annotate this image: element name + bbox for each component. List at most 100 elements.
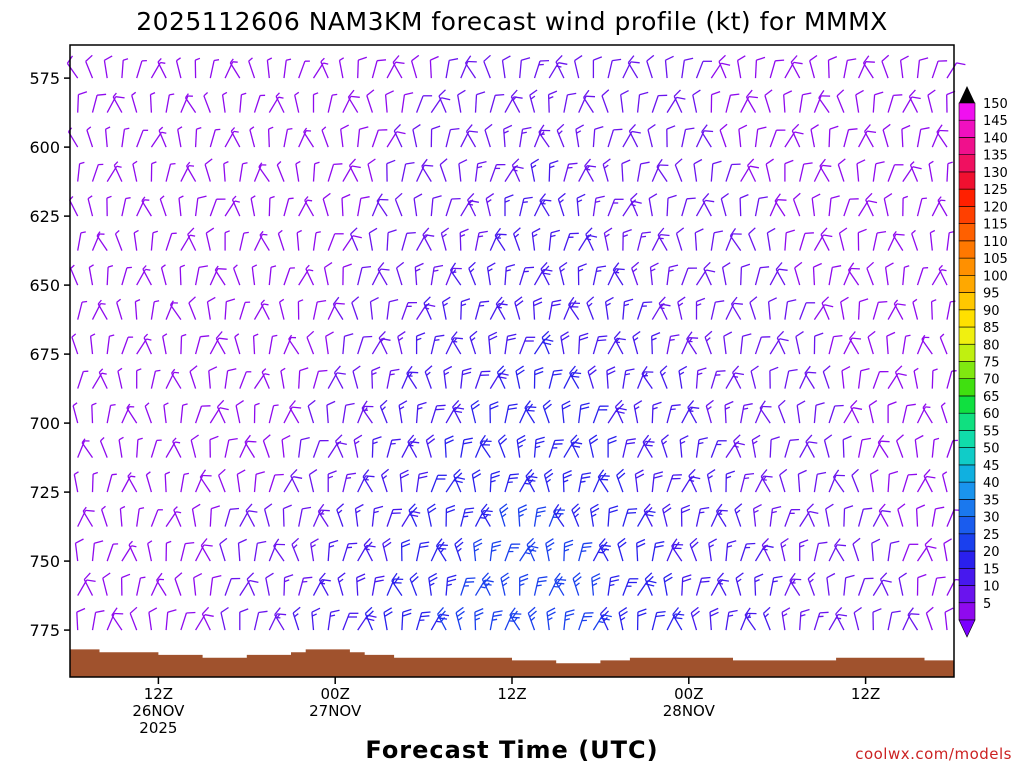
barb-feather (365, 475, 375, 478)
barb-feather (452, 399, 460, 408)
wind-barb (277, 229, 285, 251)
barb-staff (485, 198, 491, 217)
barb-staff (659, 371, 668, 389)
wind-barb (191, 503, 201, 527)
wind-barb (489, 540, 502, 562)
barb-feather (547, 611, 556, 617)
terrain-area (70, 649, 954, 677)
wind-barb (754, 266, 770, 286)
barb-feather (727, 540, 737, 544)
barb-half-feather (258, 162, 263, 168)
wind-barb (663, 572, 673, 596)
barb-feather (384, 611, 393, 617)
barb-half-feather (233, 130, 239, 133)
wind-barb (674, 158, 683, 182)
barb-feather (691, 541, 699, 549)
barb-half-feather (320, 510, 325, 516)
wind-barb (283, 197, 294, 217)
barb-staff (136, 439, 139, 458)
wind-barb (601, 89, 610, 113)
barb-feather (499, 503, 508, 510)
wind-barb (868, 400, 878, 424)
wind-barb (576, 193, 586, 217)
wind-barb (312, 161, 320, 182)
barb-feather (449, 262, 457, 271)
barb-feather (348, 542, 358, 545)
wind-barb (751, 434, 761, 458)
wind-barb (780, 537, 789, 562)
barb-feather (730, 296, 738, 305)
wind-barb (853, 606, 862, 631)
wind-barb (224, 437, 238, 458)
wind-barb (899, 55, 909, 79)
barb-feather (455, 606, 464, 614)
barb-half-feather (279, 298, 285, 303)
barb-feather (204, 614, 214, 617)
barb-staff (902, 166, 914, 182)
barb-feather (760, 266, 770, 269)
barb-half-feather (329, 544, 335, 548)
barb-half-feather (440, 616, 446, 622)
barb-staff (369, 301, 374, 320)
barb-feather (344, 333, 354, 337)
barb-feather (453, 479, 463, 484)
barb-feather (375, 575, 385, 579)
wind-barb (636, 161, 650, 182)
wind-barb (450, 331, 462, 355)
barb-staff (191, 508, 197, 527)
barb-feather (519, 573, 529, 579)
barb-half-feather (603, 164, 609, 169)
barb-feather (820, 227, 828, 236)
wind-barb (91, 610, 105, 631)
barb-feather (518, 504, 527, 510)
barb-feather (367, 158, 376, 165)
barb-feather (778, 399, 786, 407)
barb-staff (686, 338, 698, 355)
barb-feather (336, 372, 346, 375)
barb-staff (563, 302, 572, 320)
barb-feather (447, 574, 457, 579)
barb-staff (165, 94, 170, 113)
barb-feather (779, 468, 788, 476)
wind-barb (460, 130, 478, 148)
barb-feather (427, 438, 436, 445)
wind-barb (283, 406, 302, 424)
wind-barb (409, 572, 419, 596)
wind-barb (214, 265, 226, 286)
wind-barb (401, 161, 415, 182)
barb-feather (238, 538, 247, 544)
barb-feather (76, 607, 86, 613)
wind-barb (618, 607, 628, 631)
barb-feather (874, 91, 884, 96)
wind-barb (915, 504, 926, 527)
barb-feather (756, 56, 766, 61)
wind-barb (91, 402, 97, 424)
barb-staff (725, 612, 730, 631)
barb-feather (644, 572, 653, 580)
wind-barb (871, 538, 881, 562)
barb-staff (857, 439, 863, 458)
wind-barb (229, 58, 241, 79)
wind-barb (223, 161, 229, 182)
barb-staff (74, 543, 79, 562)
barb-half-feather (182, 403, 188, 406)
wind-barb (253, 540, 267, 562)
barb-staff (72, 405, 79, 424)
barb-feather (828, 56, 838, 61)
wind-barb (66, 55, 79, 79)
barb-staff (563, 164, 570, 182)
barb-half-feather (791, 579, 796, 585)
barb-feather (400, 469, 409, 475)
barb-staff (710, 371, 718, 389)
barb-staff (83, 579, 94, 596)
wind-barb (445, 197, 461, 217)
barb-staff (180, 405, 184, 424)
wind-barb (175, 57, 182, 79)
wind-barb (187, 227, 197, 251)
barb-half-feather (259, 230, 264, 236)
barb-staff (578, 543, 584, 562)
barb-staff (664, 60, 668, 79)
barb-staff (489, 164, 498, 182)
credit-link[interactable]: coolwx.com/models (855, 745, 1012, 763)
barb-staff (754, 545, 766, 562)
